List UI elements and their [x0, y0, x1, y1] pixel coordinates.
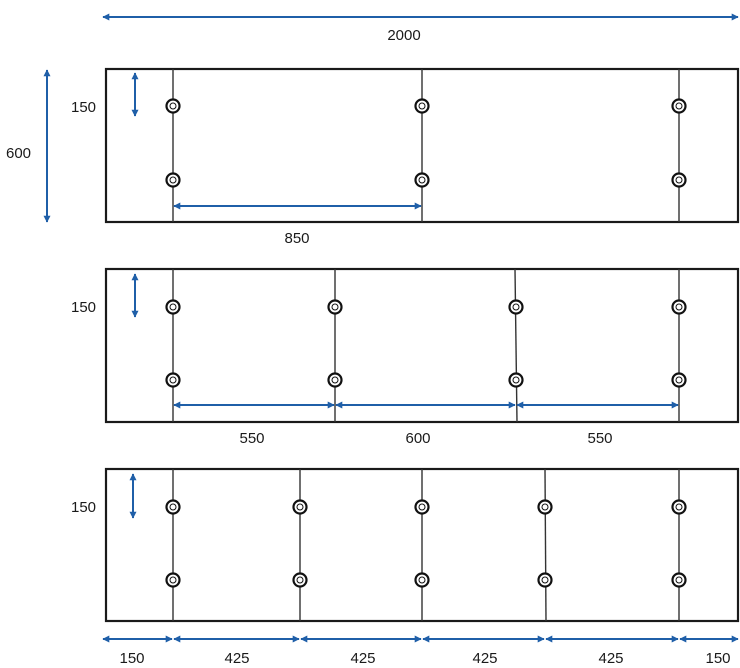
panel-2-stud-line [514, 268, 518, 423]
panel-2-spacing-label: 550 [587, 430, 612, 447]
panel-3-spacing-label: 425 [472, 650, 497, 667]
panel-3-hole [292, 572, 308, 588]
panel-2-hole [671, 372, 687, 388]
panel-3-hole [165, 572, 181, 588]
panel-2: 150 550 600 550 [71, 267, 740, 447]
panel-2-hole [327, 372, 343, 388]
panel-3-hole [671, 499, 687, 515]
panel-1-hole-offset-label: 150 [71, 99, 96, 116]
panel-3-hole [537, 572, 553, 588]
panel-2-hole [165, 372, 181, 388]
panel-2-hole [671, 299, 687, 315]
panel-3-hole [414, 572, 430, 588]
panel-3-stud-line [544, 468, 547, 622]
panel-3-spacing-label: 425 [598, 650, 623, 667]
panel-3-spacing-label: 150 [119, 650, 144, 667]
panel-1-hole [414, 172, 430, 188]
panel-2-spacing-label: 550 [239, 430, 264, 447]
total-width-label: 2000 [387, 27, 420, 44]
panel-2-spacing-label: 600 [405, 430, 430, 447]
panel-3-hole [537, 499, 553, 515]
panel-2-hole [327, 299, 343, 315]
panel-3-spacing-label: 150 [705, 650, 730, 667]
panel-2-outline [104, 267, 740, 424]
panel-height-label: 600 [6, 145, 31, 162]
panel-1-hole [165, 172, 181, 188]
panel-1-hole [671, 172, 687, 188]
panel-1: 150 850 [71, 67, 740, 247]
panel-2-hole [508, 372, 524, 388]
panel-1-spacing-label: 850 [284, 230, 309, 247]
panel-2-hole-offset-label: 150 [71, 299, 96, 316]
panel-1-hole [671, 98, 687, 114]
total-width-dimension: 2000 [102, 13, 739, 44]
panel-3-spacing-label: 425 [350, 650, 375, 667]
panel-3-hole [671, 572, 687, 588]
panel-3-hole-offset-label: 150 [71, 499, 96, 516]
panel-3-hole [165, 499, 181, 515]
panel-3: 150 150 425 425 425 425 150 [71, 467, 740, 667]
panel-3-hole [414, 499, 430, 515]
panel-2-hole [165, 299, 181, 315]
panel-2-hole [508, 299, 524, 315]
panel-height-dimension: 600 [6, 69, 51, 223]
panel-1-hole [165, 98, 181, 114]
panel-3-hole [292, 499, 308, 515]
panel-3-spacing-label: 425 [224, 650, 249, 667]
panel-1-hole [414, 98, 430, 114]
